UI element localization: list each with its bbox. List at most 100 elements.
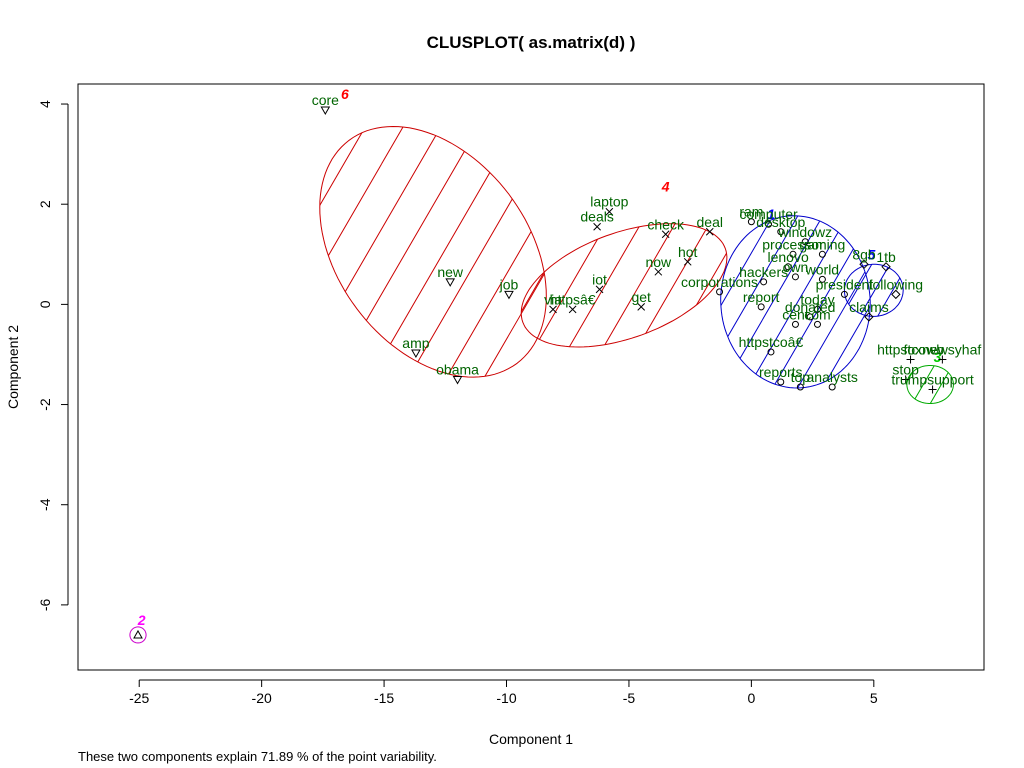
point-label: foxnewsyhaf bbox=[903, 341, 981, 357]
shading-line bbox=[1002, 365, 1024, 403]
data-point: obama bbox=[436, 362, 479, 385]
data-point: hot bbox=[678, 244, 698, 266]
point-marker bbox=[716, 288, 724, 296]
point-marker bbox=[901, 375, 910, 384]
point-marker bbox=[906, 355, 915, 364]
shading-line bbox=[227, 224, 299, 347]
point-label: hackers bbox=[739, 264, 788, 280]
cluster-4-ellipse bbox=[520, 223, 728, 348]
data-point: stop bbox=[892, 362, 919, 384]
shading-line bbox=[720, 215, 774, 388]
shading-line bbox=[192, 224, 264, 347]
plot-frame bbox=[77, 83, 985, 671]
data-point: laptop bbox=[590, 194, 629, 216]
point-label: httpstcowb bbox=[877, 341, 944, 357]
point-label: hot bbox=[678, 244, 698, 260]
shading-line bbox=[859, 264, 891, 317]
data-point bbox=[133, 629, 143, 639]
point-label: core bbox=[312, 92, 339, 108]
data-point: following bbox=[869, 276, 923, 300]
point-marker bbox=[859, 259, 869, 270]
point-label: world bbox=[805, 261, 839, 277]
point-label: today bbox=[800, 291, 834, 307]
point-marker bbox=[605, 207, 614, 216]
cluster-5-label: 5 bbox=[867, 246, 875, 262]
data-point: top bbox=[791, 369, 810, 391]
point-label: claims bbox=[849, 299, 889, 315]
shading-line bbox=[946, 224, 1018, 347]
point-label: gaming bbox=[799, 236, 845, 252]
data-point: job bbox=[499, 276, 519, 300]
point-label: reports bbox=[759, 364, 803, 380]
point-label: deals bbox=[580, 209, 613, 225]
shading-line bbox=[984, 365, 1006, 403]
point-marker bbox=[760, 278, 768, 286]
point-marker bbox=[504, 290, 514, 300]
point-label: desktop bbox=[756, 214, 805, 230]
point-label: obama bbox=[436, 362, 479, 378]
data-point: gaming bbox=[799, 236, 845, 258]
shading-line bbox=[997, 216, 1024, 388]
shading-line bbox=[981, 224, 1024, 347]
y-tick-label: 4 bbox=[37, 100, 53, 108]
point-marker bbox=[320, 106, 331, 116]
point-marker bbox=[813, 320, 821, 328]
data-point: com bbox=[804, 306, 831, 328]
cluster-6-ellipse bbox=[319, 125, 547, 378]
point-marker bbox=[549, 305, 557, 314]
point-marker bbox=[840, 290, 848, 298]
data-point: core bbox=[312, 92, 339, 116]
point-marker bbox=[881, 262, 891, 272]
x-tick-label: 0 bbox=[747, 690, 755, 706]
point-label: httpstcoâ€ bbox=[739, 334, 804, 350]
shading-line bbox=[858, 365, 880, 403]
x-tick-label: -10 bbox=[496, 690, 516, 706]
data-point: httpstcowb bbox=[877, 341, 944, 364]
shading-line bbox=[938, 126, 1024, 377]
cluster-1-label: 1 bbox=[767, 206, 775, 222]
point-label: get bbox=[631, 289, 651, 305]
data-point: computer bbox=[739, 206, 798, 228]
data-point: foxnewsyhaf bbox=[903, 341, 981, 364]
shading-line bbox=[720, 215, 799, 388]
shading-line bbox=[69, 126, 214, 377]
shading-line bbox=[319, 126, 329, 378]
point-label: deal bbox=[697, 214, 723, 230]
data-point: httpstcoâ€ bbox=[739, 334, 804, 356]
point-label: now bbox=[645, 254, 672, 270]
point-marker bbox=[661, 230, 670, 239]
point-label: following bbox=[869, 276, 923, 292]
shading-line bbox=[432, 224, 504, 347]
shading-line bbox=[521, 126, 547, 378]
cluster-2-ellipse bbox=[129, 626, 147, 644]
point-label: check bbox=[647, 216, 685, 232]
shading-line bbox=[484, 126, 547, 378]
variability-note: These two components explain 71.89 % of … bbox=[78, 749, 437, 764]
point-marker bbox=[791, 320, 799, 328]
shading-line bbox=[900, 126, 1024, 377]
shading-line bbox=[31, 126, 176, 377]
point-label: com bbox=[804, 306, 830, 322]
shading-line bbox=[568, 223, 642, 347]
point-marker bbox=[928, 385, 937, 394]
y-tick-label: -2 bbox=[37, 398, 53, 411]
data-point: httpsâ€ bbox=[550, 291, 596, 314]
shading-line bbox=[1020, 365, 1024, 403]
shading-line bbox=[824, 126, 969, 377]
point-marker bbox=[654, 267, 663, 276]
y-axis-label: Component 2 bbox=[5, 325, 21, 409]
point-marker bbox=[784, 263, 792, 271]
point-label: cent bbox=[782, 306, 809, 322]
point-label: laptop bbox=[590, 194, 628, 210]
shading-line bbox=[1015, 224, 1024, 347]
data-point: today bbox=[800, 291, 835, 313]
point-label: job bbox=[499, 276, 519, 292]
data-point: now bbox=[645, 254, 672, 276]
shading-line bbox=[822, 215, 871, 388]
data-point: claims bbox=[849, 299, 889, 322]
data-point: world bbox=[805, 261, 839, 283]
shading-line bbox=[319, 126, 404, 378]
cluster-4-label: 4 bbox=[661, 179, 670, 195]
shading-line bbox=[986, 264, 1016, 316]
